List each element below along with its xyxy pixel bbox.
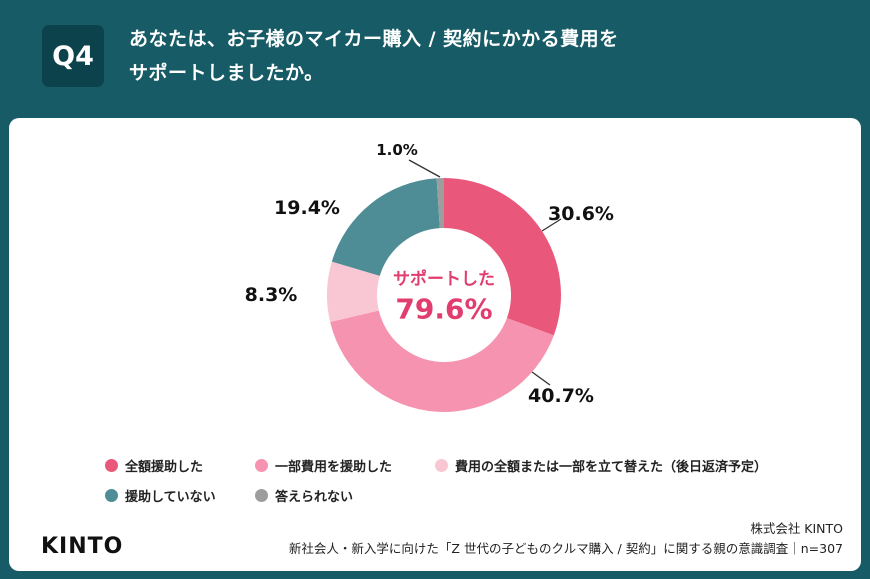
source-note: 株式会社 KINTO 新社会人・新入学に向けた「Z 世代の子どものクルマ購入 /… [289,519,843,559]
question-title-line1: あなたは、お子様のマイカー購入 / 契約にかかる費用を [129,27,619,50]
legend-item-ichibu: 一部費用を援助した [255,456,435,475]
legend-row-2: 援助していない 答えられない [105,486,861,505]
label-leader-line [408,159,441,178]
donut-center-text: サポートした [393,269,495,290]
donut-slice-1 [330,310,554,412]
legend-row-1: 全額援助した 一部費用を援助した 費用の全額または一部を立て替えた（後日返済予定… [105,456,861,475]
kinto-logo: KINTO [41,534,124,559]
slice-label-zengaku: 30.6% [548,203,614,225]
question-badge: Q4 [42,25,104,87]
legend-dot-tatekae [435,459,448,472]
donut-slice-2 [326,261,380,322]
survey-source: 新社会人・新入学に向けた「Z 世代の子どものクルマ購入 / 契約」に関する親の意… [288,541,843,556]
legend-dot-zengaku [105,459,118,472]
legend-dot-kotaerarenai [255,489,268,502]
slice-label-enjo-nai: 19.4% [274,197,340,219]
donut-slice-0 [444,178,561,336]
label-leader-line [541,218,562,232]
chart-legend: 全額援助した 一部費用を援助した 費用の全額または一部を立て替えた（後日返済予定… [105,456,861,516]
question-title: あなたは、お子様のマイカー購入 / 契約にかかる費用を サポートしましたか。 [129,22,619,90]
legend-dot-enjo-nai [105,489,118,502]
legend-label-kotaerarenai: 答えられない [275,490,354,505]
question-header: Q4 あなたは、お子様のマイカー購入 / 契約にかかる費用を サポートしましたか… [0,0,870,112]
legend-item-enjo-nai: 援助していない [105,486,255,505]
legend-item-tatekae: 費用の全額または一部を立て替えた（後日返済予定） [435,456,861,475]
donut-center-label: サポートした 79.6% [393,265,495,326]
company-name: 株式会社 KINTO [750,521,843,536]
donut-chart: サポートした 79.6% 30.6% 40.7% 8.3% 19.4% 1.0% [9,118,861,440]
chart-card: サポートした 79.6% 30.6% 40.7% 8.3% 19.4% 1.0%… [9,118,861,571]
legend-label-ichibu: 一部費用を援助した [275,460,393,475]
legend-label-zengaku: 全額援助した [125,460,204,475]
donut-center-value: 79.6% [395,292,493,326]
legend-label-enjo-nai: 援助していない [125,490,216,505]
legend-item-kotaerarenai: 答えられない [255,486,435,505]
donut-chart-svg [326,159,562,412]
card-footer: KINTO 株式会社 KINTO 新社会人・新入学に向けた「Z 世代の子どものク… [9,516,861,571]
donut-slice-3 [331,178,440,276]
slice-label-tatekae: 8.3% [244,284,298,306]
question-title-line2: サポートしましたか。 [129,62,324,84]
slice-label-ichibu: 40.7% [528,385,594,407]
label-leader-line [531,371,551,386]
donut-slice-4 [436,178,444,229]
legend-dot-ichibu [255,459,268,472]
legend-label-tatekae: 費用の全額または一部を立て替えた（後日返済予定） [455,460,768,475]
slice-label-kotaerarenai: 1.0% [376,141,418,159]
legend-item-zengaku: 全額援助した [105,456,255,475]
